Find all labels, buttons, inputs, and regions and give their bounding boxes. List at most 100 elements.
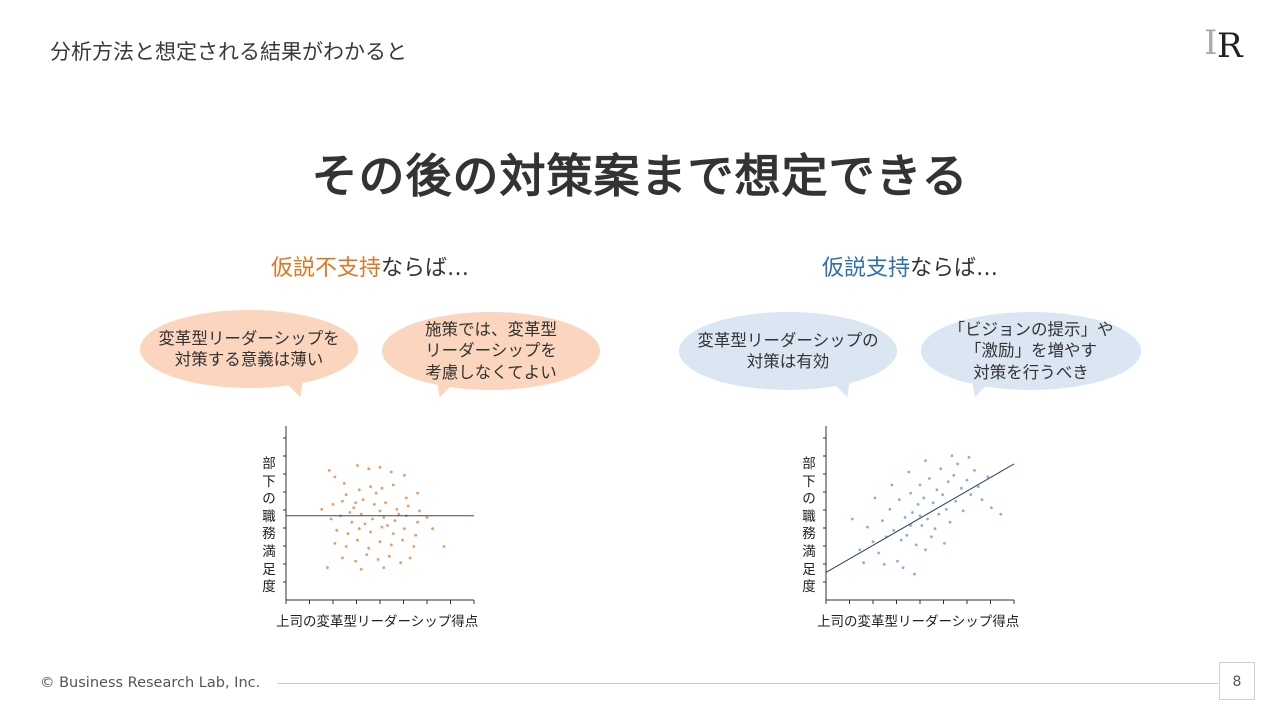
y-axis-label: 部 下 の 職 務 満 足 度	[799, 456, 819, 597]
data-point	[431, 527, 434, 531]
y-axis-label-char: 足	[802, 561, 816, 578]
data-point	[907, 470, 911, 474]
data-point	[350, 520, 354, 524]
data-point	[331, 503, 335, 506]
y-axis-label-char: 部	[802, 456, 816, 472]
data-point	[899, 538, 903, 542]
data-point	[973, 469, 976, 472]
data-point	[348, 511, 352, 514]
data-point	[882, 563, 886, 566]
data-point	[365, 553, 369, 556]
data-point	[357, 488, 361, 492]
data-point	[378, 540, 382, 544]
y-axis-label: 部 下 の 職 務 満 足 度	[259, 456, 279, 597]
y-axis-label-char: の	[802, 491, 816, 508]
data-point	[933, 527, 937, 531]
data-point	[892, 528, 896, 532]
y-axis-label-char: 職	[262, 508, 276, 525]
data-point	[335, 528, 339, 532]
speech-bubble: 変革型リーダーシップを 対策する意義は薄い	[140, 310, 358, 402]
data-point	[862, 561, 865, 565]
data-point	[408, 556, 412, 560]
scatter-chart-unsupported	[280, 424, 480, 616]
data-point	[924, 548, 927, 552]
y-axis-label-char: 度	[802, 579, 816, 596]
data-point	[920, 524, 924, 527]
data-point	[342, 482, 346, 485]
data-point	[356, 538, 359, 542]
data-point	[916, 503, 920, 506]
logo-letter-r: R	[1217, 26, 1243, 66]
data-point	[990, 506, 993, 510]
scatter-chart-supported	[820, 424, 1020, 616]
data-point	[382, 516, 386, 519]
data-point	[352, 506, 356, 510]
data-point	[961, 509, 965, 513]
data-point	[941, 493, 944, 497]
data-point	[943, 541, 946, 545]
data-point	[344, 493, 348, 497]
data-point	[333, 541, 337, 545]
data-point	[403, 527, 406, 531]
data-point	[960, 486, 963, 490]
speech-bubble: 施策では、変革型 リーダーシップを 考慮しなくてよい	[382, 312, 600, 402]
bubble-text: 施策では、変革型 リーダーシップを 考慮しなくてよい	[425, 319, 557, 382]
data-point	[986, 475, 990, 479]
data-point	[406, 504, 410, 508]
data-point	[877, 551, 880, 555]
data-point	[944, 507, 948, 511]
data-point	[896, 559, 899, 563]
data-point	[858, 548, 862, 552]
data-point	[341, 499, 344, 503]
data-point	[320, 507, 324, 511]
bubble-text: 変革型リーダーシップを 対策する意義は薄い	[158, 328, 340, 369]
data-point	[380, 525, 384, 529]
y-axis-label-char: 下	[802, 473, 816, 490]
data-point	[956, 462, 959, 466]
data-point	[333, 475, 337, 479]
data-point	[416, 491, 419, 495]
data-point	[416, 520, 419, 524]
data-point	[442, 545, 446, 548]
data-point	[403, 473, 406, 477]
speech-bubble: 変革型リーダーシップの 対策は有効	[679, 312, 897, 402]
data-point	[404, 496, 408, 500]
copyright-text: © Business Research Lab, Inc.	[40, 675, 261, 691]
data-point	[393, 519, 397, 522]
logo-letter-i: I	[1204, 23, 1218, 63]
y-axis-label-char: 務	[802, 526, 816, 543]
y-axis-label-char: 満	[262, 543, 276, 560]
bubble-text: 変革型リーダーシップの 対策は有効	[697, 330, 879, 371]
y-axis-label-char: 度	[262, 579, 276, 596]
data-point	[391, 483, 395, 487]
data-point	[346, 532, 350, 535]
data-point	[903, 516, 907, 519]
case-suffix: ならば…	[910, 256, 999, 281]
data-point	[890, 483, 894, 487]
data-point	[866, 525, 869, 529]
data-point	[359, 567, 363, 571]
data-point	[905, 533, 909, 537]
data-point	[378, 509, 382, 513]
data-point	[888, 507, 892, 511]
data-point	[967, 456, 971, 459]
data-point	[376, 558, 380, 561]
case-heading-unsupported: 仮説不支持ならば…	[170, 250, 570, 282]
data-point	[918, 514, 922, 518]
data-point	[850, 517, 854, 521]
page-title: その後の対策案まで想定できる	[311, 149, 969, 203]
data-point	[976, 485, 980, 488]
data-point	[897, 498, 901, 501]
data-point	[397, 512, 401, 516]
data-point	[414, 533, 418, 537]
data-point	[412, 545, 416, 548]
data-point	[926, 517, 929, 521]
data-point	[356, 464, 359, 467]
data-point	[418, 509, 421, 513]
footer-divider	[278, 683, 1218, 684]
data-point	[911, 511, 914, 514]
data-point	[913, 572, 916, 576]
data-point	[881, 519, 884, 522]
data-point	[327, 469, 331, 472]
bubble-tail	[278, 366, 314, 402]
